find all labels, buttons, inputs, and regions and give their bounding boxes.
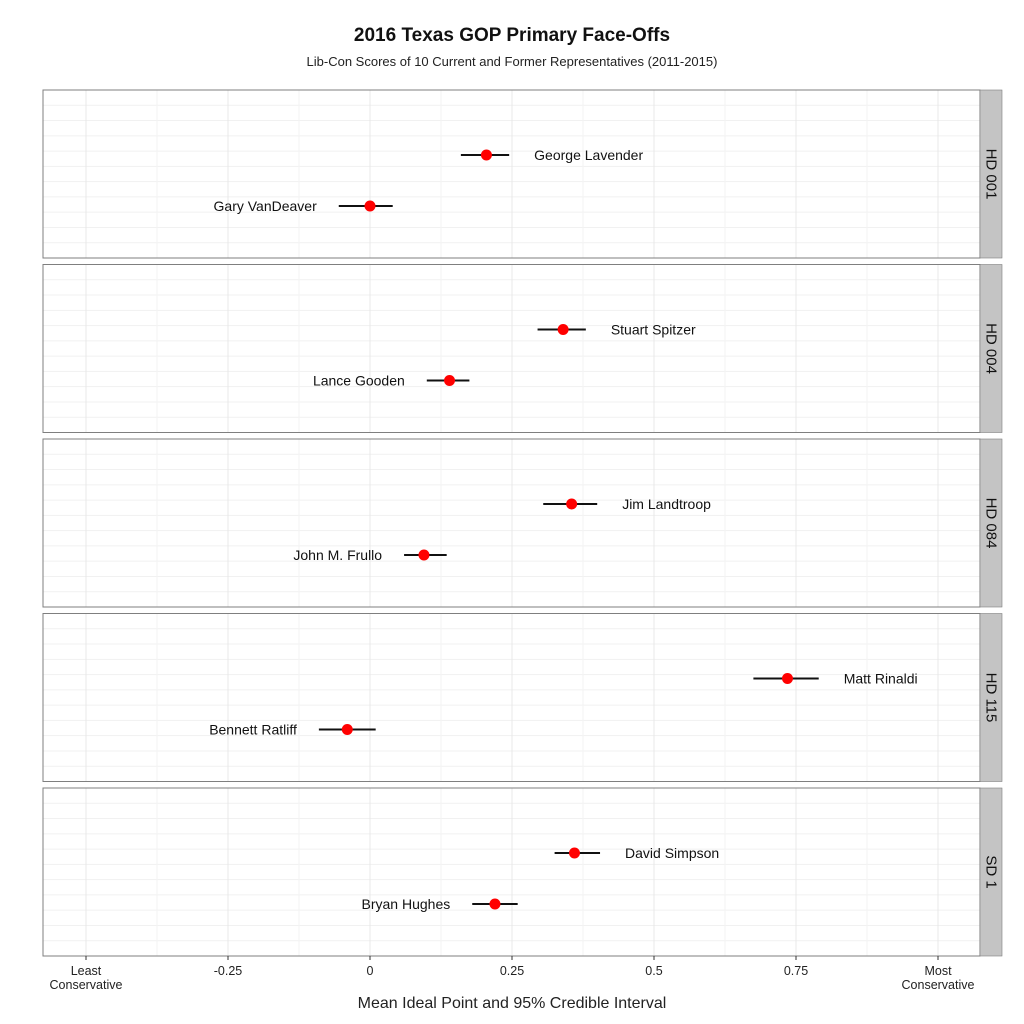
facet-panel: SD 1 David Simpson Bryan Hughes (42, 787, 1003, 957)
mean-point (489, 898, 501, 910)
x-tick-label: -0.25 (214, 964, 243, 978)
candidate-label: Bennett Ratliff (209, 722, 297, 738)
x-tick-label: 0.75 (784, 964, 808, 978)
mean-point (364, 200, 376, 212)
candidate: Stuart Spitzer (537, 322, 696, 338)
mean-point (444, 375, 456, 386)
candidate: Jim Landtroop (543, 496, 711, 512)
x-tick-label-line: 0.5 (645, 964, 662, 978)
mean-point (418, 549, 430, 561)
facet-label: HD 004 (983, 323, 1000, 374)
facet-strip (979, 264, 1003, 433)
x-tick-label: 0.25 (500, 964, 524, 978)
mean-point (557, 324, 569, 335)
mean-point (781, 673, 793, 684)
candidate-label: George Lavender (534, 147, 643, 163)
x-axis-label: Mean Ideal Point and 95% Credible Interv… (358, 995, 667, 1012)
facet-label: HD 084 (983, 498, 1000, 549)
x-tick-label-line: -0.25 (214, 964, 243, 978)
x-tick-label: Most Conservative (902, 964, 975, 992)
candidate: George Lavender (460, 147, 643, 163)
facet-panel: HD 001 George Lavender Gary VanDeaver (42, 89, 1003, 259)
facet-strip (979, 613, 1003, 782)
candidate-label: Gary VanDeaver (214, 198, 318, 214)
mean-point (568, 847, 580, 859)
mean-point (566, 498, 578, 510)
candidate-label: David Simpson (625, 845, 719, 861)
candidate-label: John M. Frullo (293, 547, 382, 563)
facet-panel: HD 004 Stuart Spitzer Lance Gooden (42, 264, 1003, 433)
facet-strip (979, 89, 1003, 259)
x-axis: Least Conservative-0.25 0 0.25 0.5 0.75 Most Co… (50, 956, 975, 992)
candidate: Gary VanDeaver (214, 198, 393, 214)
mean-point (480, 149, 492, 161)
candidate-label: Stuart Spitzer (611, 322, 696, 338)
x-tick-label-line: 0 (367, 964, 374, 978)
facet-strip (979, 438, 1003, 608)
x-tick-label-line: Conservative (50, 978, 123, 992)
chart-subtitle: Lib-Con Scores of 10 Current and Former … (307, 54, 718, 69)
facet-strip (979, 787, 1003, 957)
x-tick-label: Least Conservative (50, 964, 123, 992)
candidate: John M. Frullo (293, 547, 447, 563)
candidate: Matt Rinaldi (753, 671, 918, 687)
mean-point (341, 724, 353, 735)
x-tick-label-line: Conservative (902, 978, 975, 992)
facet-label: SD 1 (983, 855, 1000, 888)
candidate: David Simpson (554, 845, 719, 861)
candidate: Bryan Hughes (362, 896, 518, 912)
candidate-label: Bryan Hughes (362, 896, 451, 912)
x-tick-label: 0 (367, 964, 374, 978)
candidate: Lance Gooden (313, 373, 470, 389)
chart-title: 2016 Texas GOP Primary Face-Offs (354, 25, 670, 46)
x-tick-label-line: 0.75 (784, 964, 808, 978)
x-tick-label: 0.5 (645, 964, 662, 978)
facet-label: HD 001 (983, 149, 1000, 200)
x-tick-label-line: Least (71, 964, 102, 978)
candidate-label: Jim Landtroop (622, 496, 711, 512)
facet-panel: HD 115 Matt Rinaldi Bennett Ratliff (42, 613, 1003, 782)
candidate-label: Matt Rinaldi (844, 671, 918, 687)
facet-panel: HD 084 Jim Landtroop John M. Frullo (42, 438, 1003, 608)
x-tick-label-line: 0.25 (500, 964, 524, 978)
candidate-label: Lance Gooden (313, 373, 405, 389)
x-tick-label-line: Most (924, 964, 952, 978)
candidate: Bennett Ratliff (209, 722, 376, 738)
facet-label: HD 115 (983, 673, 1000, 723)
